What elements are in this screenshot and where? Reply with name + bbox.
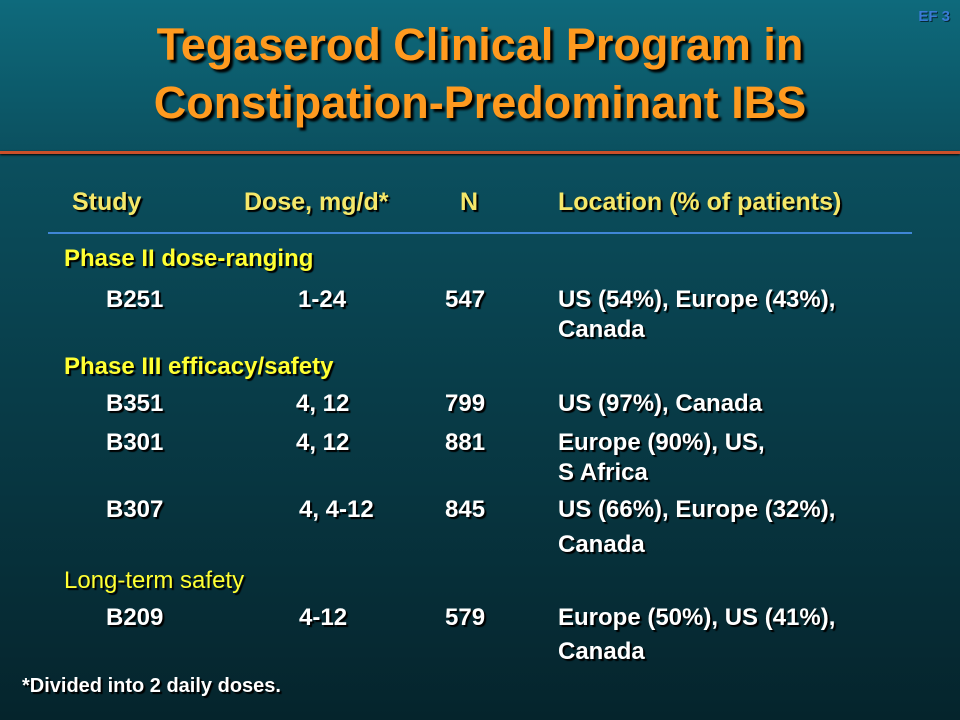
n-cell: 881 bbox=[445, 429, 486, 456]
dose-cell: 4, 12 bbox=[296, 390, 350, 417]
location-cell: Europe (90%), US, bbox=[558, 429, 765, 456]
title-line-2: Constipation-Predominant IBS bbox=[153, 77, 807, 128]
n-cell: 579 bbox=[445, 604, 486, 631]
title-divider bbox=[0, 151, 960, 154]
footnote: *Divided into 2 daily doses. bbox=[22, 675, 281, 697]
study-cell: B251 bbox=[106, 286, 164, 313]
dose-cell: 4-12 bbox=[299, 604, 348, 631]
location-cell: US (66%), Europe (32%), bbox=[558, 496, 836, 523]
title-line-1: Tegaserod Clinical Program in bbox=[156, 19, 804, 70]
location-cell-cont: Canada bbox=[558, 638, 645, 665]
header-location: Location (% of patients) bbox=[558, 188, 842, 216]
n-cell: 845 bbox=[445, 496, 486, 523]
section-label-phase-3: Phase III efficacy/safety bbox=[64, 353, 334, 380]
header-dose: Dose, mg/d* bbox=[244, 188, 389, 216]
location-cell-cont: S Africa bbox=[558, 459, 648, 486]
study-cell: B301 bbox=[106, 429, 164, 456]
dose-cell: 4, 12 bbox=[296, 429, 350, 456]
section-label-phase-2: Phase II dose-ranging bbox=[64, 245, 314, 272]
header-n: N bbox=[460, 188, 479, 216]
slide-title: Tegaserod Clinical Program in Constipati… bbox=[0, 16, 960, 132]
n-cell: 547 bbox=[445, 286, 486, 313]
dose-cell: 4, 4-12 bbox=[299, 496, 374, 523]
slide-id-badge: EF 3 bbox=[918, 8, 950, 25]
section-label-long-term: Long-term safety bbox=[64, 567, 245, 594]
dose-cell: 1-24 bbox=[298, 286, 347, 313]
study-cell: B307 bbox=[106, 496, 164, 523]
header-study: Study bbox=[72, 188, 142, 216]
study-cell: B209 bbox=[106, 604, 164, 631]
location-cell: US (54%), Europe (43%), bbox=[558, 286, 836, 313]
n-cell: 799 bbox=[445, 390, 486, 417]
header-divider bbox=[48, 232, 912, 234]
location-cell-cont: Canada bbox=[558, 531, 645, 558]
location-cell-cont: Canada bbox=[558, 316, 645, 343]
study-cell: B351 bbox=[106, 390, 164, 417]
location-cell: US (97%), Canada bbox=[558, 390, 763, 417]
location-cell: Europe (50%), US (41%), bbox=[558, 604, 836, 631]
